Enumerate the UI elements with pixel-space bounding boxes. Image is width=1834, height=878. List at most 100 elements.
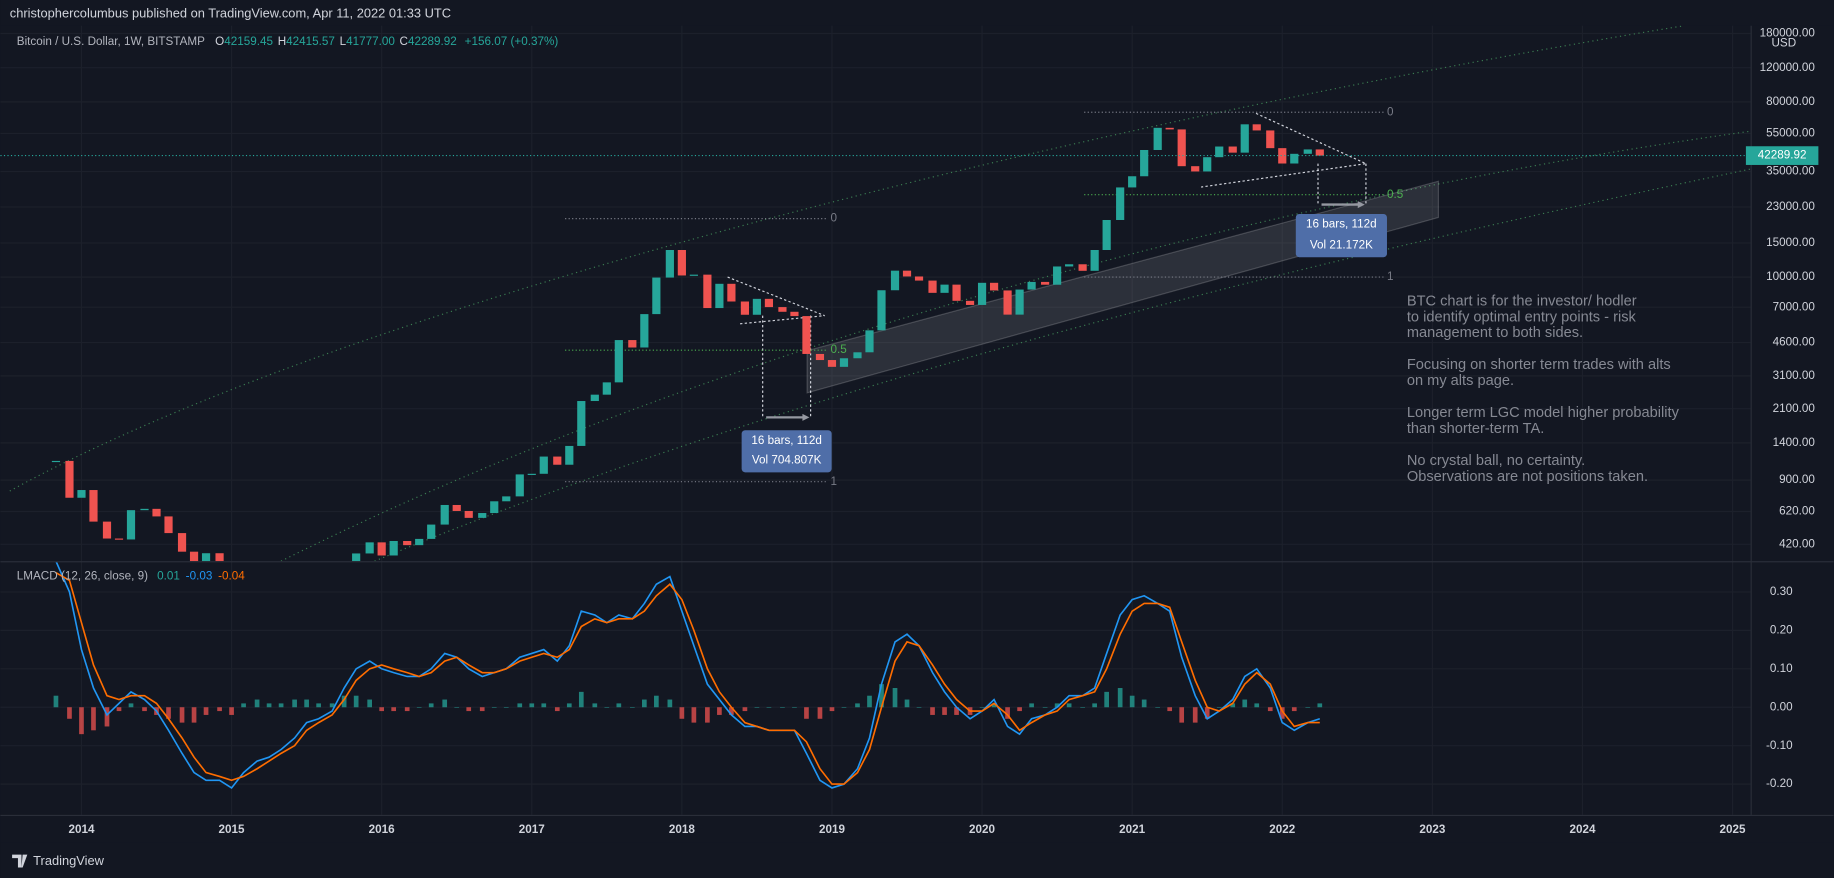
candle	[1153, 127, 1162, 150]
candle	[865, 330, 874, 353]
histogram-bar	[667, 699, 673, 708]
measure-vol: Vol 704.807K	[752, 454, 822, 467]
macd-legend: LMACD (12, 26, close, 9) 0.01 -0.03 -0.04	[17, 569, 246, 582]
candle	[427, 524, 436, 539]
candle	[602, 382, 611, 395]
channel-band	[806, 180, 1440, 394]
candle	[965, 300, 975, 305]
x-tick-label: 2024	[1569, 823, 1596, 836]
macd-line	[55, 571, 1320, 785]
y-tick-label: 23000.00	[1766, 200, 1815, 213]
note-line: BTC chart is for the investor/ hodler	[1407, 293, 1637, 309]
candle	[1041, 281, 1050, 285]
symbol: Bitcoin / U.S. Dollar, 1W, BITSTAMP	[17, 35, 205, 48]
histogram-bar	[867, 695, 872, 708]
candles	[51, 124, 1324, 562]
histogram-bar	[503, 707, 509, 708]
ohlc-key: C	[400, 35, 408, 48]
histogram-bar	[428, 703, 434, 708]
histogram-bar	[442, 699, 448, 708]
candle	[1278, 148, 1287, 164]
x-tick-label: 2014	[68, 823, 95, 836]
candle	[126, 510, 136, 540]
candle	[614, 340, 623, 383]
ohlc-value: 42415.57	[286, 35, 335, 48]
y-tick-label: 620.00	[1779, 505, 1815, 518]
ohlc-key: L	[340, 35, 347, 48]
fib-label: 0	[830, 212, 837, 225]
histogram-bar	[566, 703, 572, 708]
histogram-bar	[916, 707, 922, 708]
candle	[1315, 149, 1324, 156]
histogram-bar	[1117, 688, 1123, 708]
candle	[1140, 149, 1149, 177]
candle	[1203, 157, 1212, 172]
candle	[590, 394, 599, 402]
candle	[577, 401, 586, 446]
candle	[102, 521, 112, 539]
x-tick-label: 2019	[819, 823, 846, 836]
histogram-bar	[367, 699, 373, 708]
histogram-bar	[1230, 703, 1236, 708]
histogram-bar	[642, 699, 647, 708]
y-unit: USD	[1771, 36, 1796, 49]
x-tick-label: 2016	[369, 823, 396, 836]
candle	[527, 473, 536, 475]
histogram-bar	[379, 707, 385, 712]
histogram-bar	[53, 695, 59, 708]
histogram-bar	[217, 707, 222, 712]
fib-label: 0.5	[830, 343, 847, 356]
y-tick-label: 1400.00	[1773, 436, 1816, 449]
x-tick-label: 2015	[219, 823, 246, 836]
candle	[164, 516, 173, 534]
candle	[1003, 290, 1012, 315]
histogram-bar	[1291, 707, 1297, 712]
candle	[665, 249, 674, 278]
axes: 2014 2015 2016 2017 2018 2019 2020 2021 2022 2023…	[68, 27, 1819, 836]
histogram-bar	[1279, 707, 1285, 719]
header-bar	[0, 0, 1834, 26]
candle	[790, 311, 799, 317]
candle	[539, 456, 548, 474]
histogram-bar	[254, 699, 260, 708]
fib-label: 0	[1387, 105, 1394, 118]
note-line: Longer term LGC model higher probability	[1407, 405, 1680, 421]
ohlc: O42159.45 H42415.57 L41777.00 C42289.92	[215, 35, 457, 48]
note-line: No crystal ball, no certainty.	[1407, 453, 1585, 469]
histogram-bar	[1080, 707, 1085, 708]
histogram-bar	[705, 707, 710, 723]
measure-box: 16 bars, 112d Vol 21.172K	[1295, 213, 1387, 258]
histogram-bar	[1141, 699, 1147, 708]
candle	[1266, 130, 1275, 149]
candle	[652, 277, 661, 315]
histogram-bar	[930, 707, 935, 715]
measure-arrow	[766, 203, 1361, 419]
candle	[452, 504, 461, 511]
candle	[140, 508, 149, 511]
candle	[89, 490, 98, 522]
histogram-bar	[229, 707, 234, 715]
candle	[77, 490, 86, 498]
x-tick-label: 2020	[969, 823, 996, 836]
histogram-bar	[654, 695, 659, 708]
histogram-bar	[1192, 707, 1198, 723]
measure-bars: 16 bars, 112d	[1306, 218, 1377, 231]
histogram-bar	[904, 699, 910, 708]
histogram-bar	[780, 707, 785, 708]
macd-line	[55, 562, 1321, 790]
last-price-label: 42289.92	[1758, 149, 1807, 162]
candle	[1215, 146, 1224, 158]
candle	[565, 445, 574, 465]
candle	[827, 360, 837, 367]
histogram-bar	[766, 707, 772, 708]
candle	[1165, 127, 1174, 130]
candle	[1128, 176, 1137, 188]
candle	[464, 510, 473, 518]
legend-value: -0.03	[186, 569, 213, 582]
histogram-bar	[416, 707, 422, 708]
candle	[839, 358, 849, 367]
histogram-bar	[804, 707, 809, 719]
y-tick-label: 180000.00	[1760, 27, 1816, 40]
candle	[1303, 149, 1312, 154]
